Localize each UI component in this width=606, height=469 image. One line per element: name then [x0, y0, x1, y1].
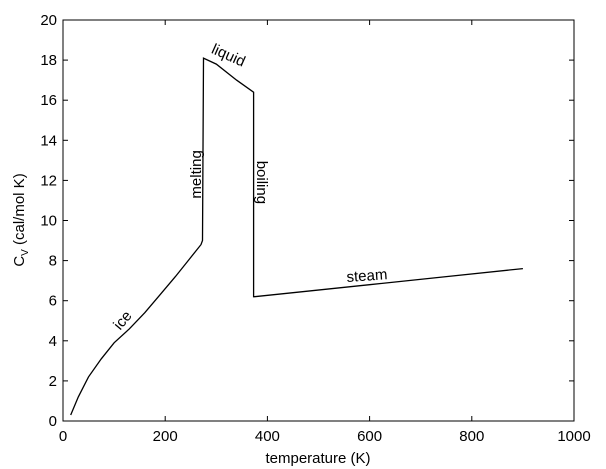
y-tick-label: 4 — [49, 333, 57, 350]
annotation-boiling: boiling — [253, 161, 270, 204]
y-axis-label-subscript: V — [20, 249, 31, 256]
y-tick-label: 6 — [49, 293, 57, 310]
x-tick-label: 200 — [153, 428, 178, 445]
x-tick-label: 0 — [59, 428, 67, 445]
tick-labels: 0 200 400 600 800 1000 0 2 4 6 8 10 12 14 16 18 20 — [40, 12, 590, 445]
y-axis-label: CV (cal/mol K) — [11, 173, 31, 266]
y-tick-label: 20 — [40, 12, 57, 29]
annotation-melting: melting — [188, 150, 205, 198]
y-axis-label-main: C — [11, 256, 28, 267]
annotation-liquid: liquid — [209, 41, 248, 71]
y-tick-label: 8 — [49, 253, 57, 270]
x-tick-label: 1000 — [557, 428, 590, 445]
y-tick-label: 10 — [40, 213, 57, 230]
y-tick-label: 18 — [40, 52, 57, 69]
y-axis-label-units: (cal/mol K) — [11, 173, 28, 249]
y-tick-label: 12 — [40, 172, 57, 189]
x-tick-label: 800 — [459, 428, 484, 445]
x-axis-label: temperature (K) — [265, 450, 370, 467]
y-tick-label: 14 — [40, 132, 57, 149]
heat-capacity-line — [70, 57, 523, 416]
plot-frame — [62, 19, 575, 422]
y-tick-label: 0 — [49, 413, 57, 430]
annotation-steam: steam — [346, 266, 388, 286]
ticks — [62, 19, 575, 422]
y-tick-label: 2 — [49, 373, 57, 390]
y-tick-label: 16 — [40, 92, 57, 109]
x-tick-label: 400 — [255, 428, 280, 445]
annotations: ice melting liquid boiling steam — [110, 41, 388, 334]
x-tick-label: 600 — [357, 428, 382, 445]
annotation-ice: ice — [110, 308, 135, 334]
